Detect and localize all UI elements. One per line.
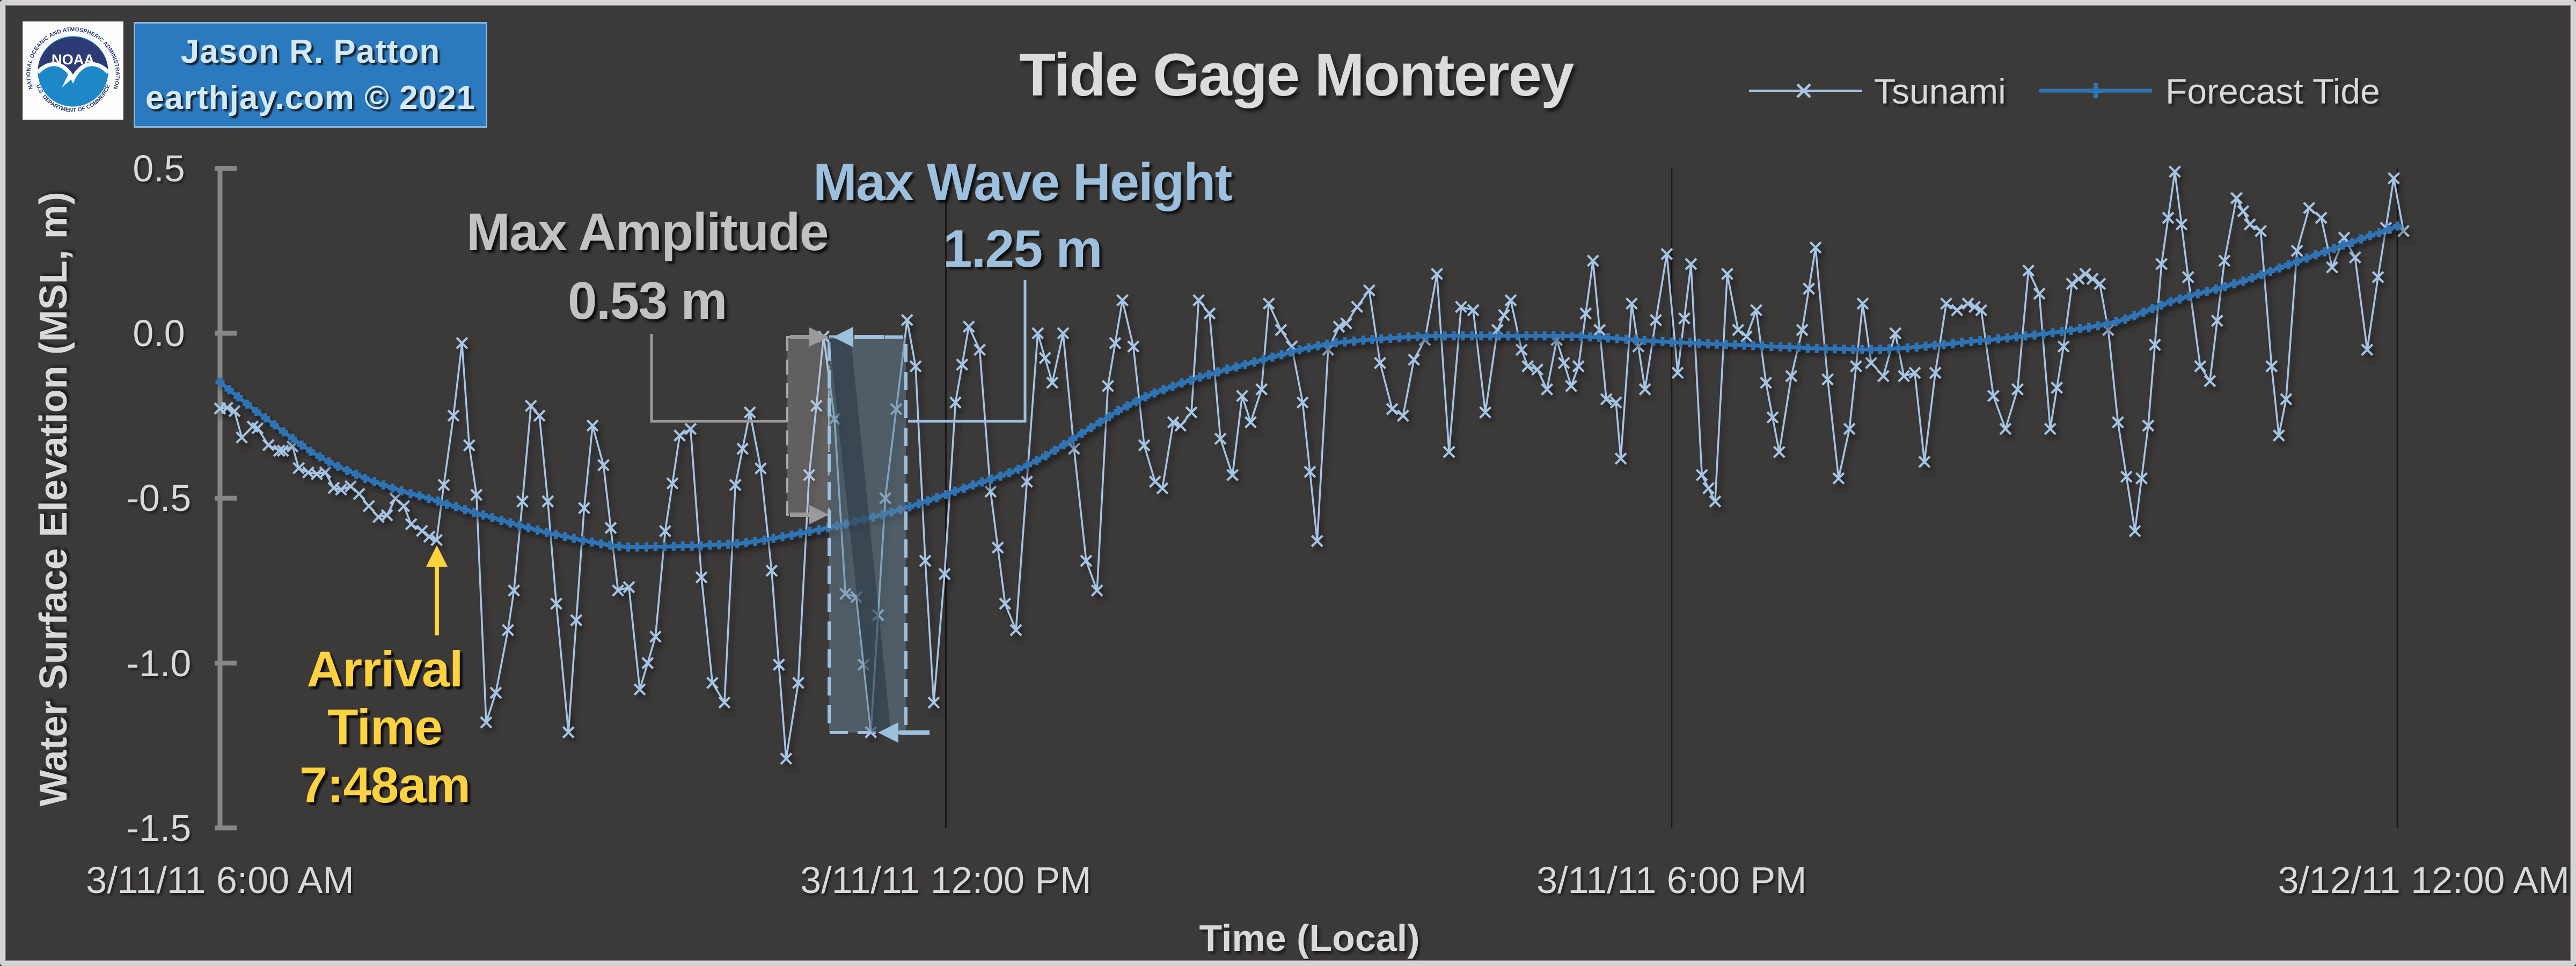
arrival-time-value: 7:48am <box>299 757 471 813</box>
noaa-emblem-sky <box>38 37 108 79</box>
series-line <box>219 171 2405 760</box>
legend-label-forecast: Forecast Tide <box>2165 71 2380 111</box>
max-wave-height-label: Max Wave Height <box>813 152 1232 211</box>
legend-tsunami-swatch <box>1749 83 1862 98</box>
y-axis <box>215 166 237 831</box>
y-tick-label: 0.0 <box>133 312 185 354</box>
y-tick-label: 0.5 <box>133 147 185 189</box>
series-markers <box>214 165 2410 765</box>
y-tick-label: -1.5 <box>126 807 192 849</box>
max-amplitude-label: Max Amplitude <box>466 202 829 261</box>
series-forecast-tide <box>215 221 2402 552</box>
max-amplitude-arrows <box>790 327 829 524</box>
arrival-arrow <box>426 545 448 635</box>
chart-title: Tide Gage Monterey <box>1019 41 1574 108</box>
arrival-label-1: Arrival <box>306 641 464 697</box>
legend-forecast-swatch <box>2039 83 2152 98</box>
series-tsunami <box>214 165 2410 765</box>
x-tick-label: 3/11/11 6:00 PM <box>1536 859 1807 901</box>
branding-site: earthjay.com © 2021 <box>145 79 475 116</box>
noaa-gull-tail <box>62 74 73 87</box>
max-wave-height-annotation: Max Wave Height 1.25 m <box>813 156 1232 275</box>
x-axis-title: Time (Local) <box>1199 917 1420 959</box>
y-tick-label: -0.5 <box>126 477 192 519</box>
max-amplitude-annotation: Max Amplitude 0.53 m <box>466 202 829 330</box>
arrival-time-annotation: Arrival Time 7:48am <box>299 641 471 818</box>
max-amplitude-box <box>786 336 830 516</box>
legend-label-tsunami: Tsunami <box>1874 71 2006 111</box>
branding-box: Jason R. Patton earthjay.com © 2021 <box>134 22 487 128</box>
arrival-label-2: Time <box>327 699 443 755</box>
x-tick-label: 3/11/11 6:00 AM <box>86 859 354 901</box>
max-wave-arrows <box>833 327 930 743</box>
x-tick-label: 3/11/11 12:00 PM <box>800 859 1092 901</box>
series-markers <box>215 221 2402 552</box>
noaa-logo: NOAA NATIONAL OCEANIC AND ATMOSPHERIC AD… <box>23 21 123 120</box>
legend <box>1749 83 2152 98</box>
max-wave-height-band <box>829 337 891 733</box>
y-tick-label: -1.0 <box>126 642 192 684</box>
max-amplitude-value: 0.53 m <box>567 271 728 330</box>
noaa-acronym: NOAA <box>52 51 94 68</box>
max-wave-height-value: 1.25 m <box>942 219 1103 278</box>
noaa-gull-icon <box>36 62 110 84</box>
max-wave-leader <box>908 280 1027 423</box>
x-tick-label: 3/12/11 12:00 AM <box>2278 859 2570 901</box>
branding-name: Jason R. Patton <box>180 33 441 70</box>
max-amplitude-leader <box>650 334 786 423</box>
